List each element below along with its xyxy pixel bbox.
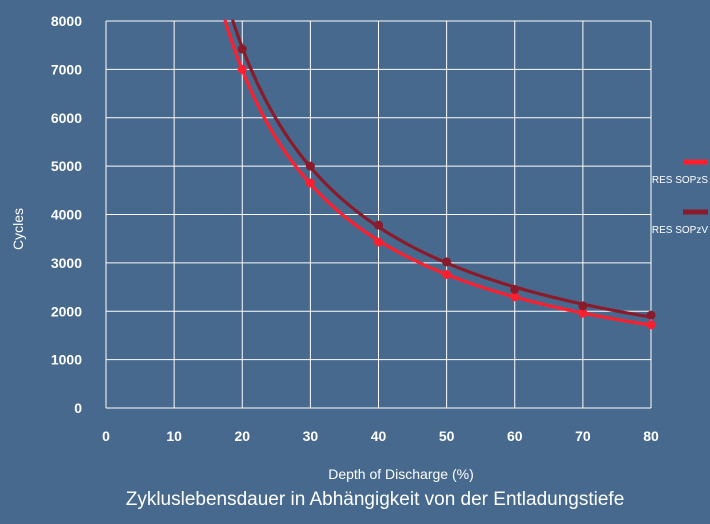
grid xyxy=(105,20,652,409)
y-tick-label: 7000 xyxy=(51,61,82,77)
data-point xyxy=(442,269,452,279)
data-point xyxy=(510,284,520,294)
y-tick-label: 4000 xyxy=(51,207,82,223)
y-tick-label: 2000 xyxy=(51,303,82,319)
legend-label: RES SOPzV xyxy=(652,225,708,236)
x-tick-label: 50 xyxy=(439,428,455,444)
chart-title: Zykluslebensdauer in Abhängigkeit von de… xyxy=(126,489,625,510)
x-tick-label: 80 xyxy=(643,428,659,444)
data-point xyxy=(646,310,656,320)
y-tick-label: 6000 xyxy=(51,110,82,126)
y-tick-label: 5000 xyxy=(51,158,82,174)
data-point xyxy=(305,178,315,188)
y-tick-label: 0 xyxy=(74,400,82,416)
legend-swatch xyxy=(683,159,708,165)
y-tick-label: 3000 xyxy=(51,255,82,271)
legend-label: RES SOPzS xyxy=(652,175,708,186)
series-points xyxy=(237,44,656,330)
x-tick-label: 40 xyxy=(371,428,387,444)
data-point xyxy=(510,292,520,302)
x-tick-label: 70 xyxy=(575,428,591,444)
tick-labels: 0 10 20 30 40 50 60 70 80 0 1000 2000 3000 4000 5000 60… xyxy=(51,13,659,444)
x-tick-label: 30 xyxy=(303,428,319,444)
legend: RES SOPzS RES SOPzV xyxy=(652,159,708,236)
data-point xyxy=(237,44,247,54)
x-tick-label: 0 xyxy=(102,428,110,444)
x-tick-label: 20 xyxy=(234,428,250,444)
x-tick-label: 60 xyxy=(507,428,523,444)
x-tick-label: 10 xyxy=(166,428,182,444)
data-point xyxy=(646,320,656,330)
data-point xyxy=(374,220,383,230)
data-point xyxy=(305,161,315,171)
legend-swatch xyxy=(683,209,708,215)
y-axis-title: Cycles xyxy=(10,208,26,250)
data-point xyxy=(578,301,588,311)
data-point xyxy=(442,257,452,267)
y-tick-label: 8000 xyxy=(51,13,82,29)
data-point xyxy=(374,237,383,247)
x-axis-title: Depth of Discharge (%) xyxy=(328,466,474,482)
y-tick-label: 1000 xyxy=(51,352,82,368)
data-point xyxy=(578,308,588,318)
data-point xyxy=(237,64,247,74)
